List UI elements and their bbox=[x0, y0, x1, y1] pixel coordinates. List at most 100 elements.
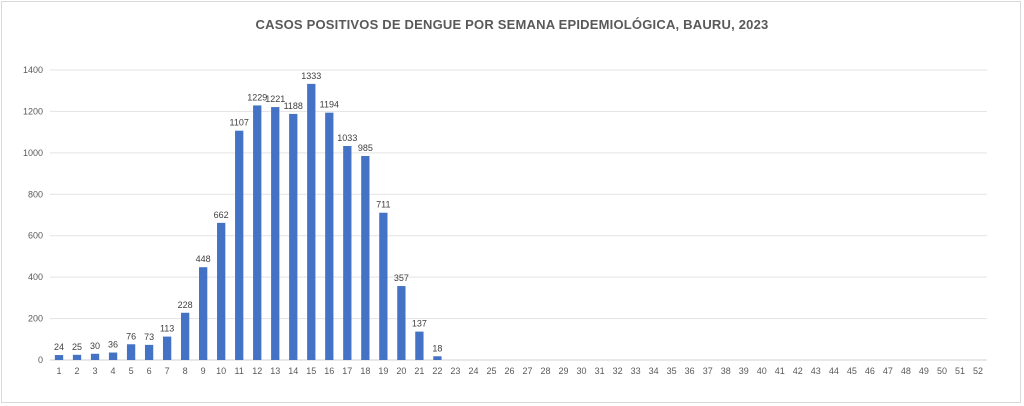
x-tick-label: 45 bbox=[847, 366, 857, 376]
data-label: 228 bbox=[178, 300, 193, 310]
y-tick-label: 800 bbox=[28, 189, 43, 199]
x-tick-label: 20 bbox=[396, 366, 406, 376]
x-tick-label: 18 bbox=[360, 366, 370, 376]
y-tick-label: 1400 bbox=[23, 65, 43, 75]
x-tick-label: 52 bbox=[973, 366, 983, 376]
x-tick-label: 14 bbox=[288, 366, 298, 376]
data-label: 1188 bbox=[284, 101, 303, 111]
data-label: 137 bbox=[412, 319, 427, 329]
data-label: 357 bbox=[394, 273, 409, 283]
x-tick-label: 6 bbox=[147, 366, 152, 376]
bar bbox=[379, 212, 388, 360]
bar bbox=[235, 130, 244, 360]
x-tick-label: 2 bbox=[75, 366, 80, 376]
x-tick-label: 19 bbox=[378, 366, 388, 376]
x-tick-label: 44 bbox=[829, 366, 839, 376]
x-tick-label: 40 bbox=[757, 366, 767, 376]
x-tick-label: 30 bbox=[577, 366, 587, 376]
y-tick-label: 600 bbox=[28, 231, 43, 241]
bar bbox=[361, 155, 370, 360]
x-tick-label: 49 bbox=[919, 366, 929, 376]
x-tick-label: 5 bbox=[129, 366, 134, 376]
x-tick-label: 12 bbox=[252, 366, 262, 376]
x-tick-label: 13 bbox=[270, 366, 280, 376]
data-label: 18 bbox=[432, 343, 442, 353]
bar bbox=[108, 352, 118, 360]
bar bbox=[217, 222, 226, 360]
data-label: 24 bbox=[54, 342, 64, 352]
x-tick-label: 35 bbox=[667, 366, 677, 376]
x-tick-label: 7 bbox=[165, 366, 170, 376]
bar bbox=[433, 356, 442, 360]
bar bbox=[397, 286, 406, 360]
x-tick-label: 26 bbox=[504, 366, 514, 376]
x-tick-label: 37 bbox=[703, 366, 713, 376]
y-tick-label: 200 bbox=[28, 314, 43, 324]
x-tick-label: 34 bbox=[649, 366, 659, 376]
bar bbox=[307, 83, 316, 360]
data-label: 1229 bbox=[247, 92, 267, 102]
bar bbox=[199, 267, 208, 360]
x-tick-label: 15 bbox=[306, 366, 316, 376]
data-label: 1221 bbox=[265, 94, 285, 104]
data-label: 1194 bbox=[320, 100, 339, 110]
x-tick-label: 27 bbox=[523, 366, 533, 376]
x-tick-label: 11 bbox=[235, 366, 244, 376]
y-tick-label: 0 bbox=[38, 355, 43, 365]
bar bbox=[343, 146, 352, 360]
x-tick-label: 46 bbox=[865, 366, 875, 376]
data-label: 1333 bbox=[301, 71, 321, 81]
data-label: 113 bbox=[160, 324, 174, 334]
gridlines bbox=[50, 69, 987, 361]
bar bbox=[162, 336, 172, 360]
x-tick-label: 9 bbox=[201, 366, 206, 376]
x-tick-label: 1 bbox=[57, 366, 62, 376]
bar bbox=[90, 353, 100, 360]
data-label: 985 bbox=[358, 143, 373, 153]
x-tick-label: 47 bbox=[883, 366, 893, 376]
x-tick-label: 17 bbox=[342, 366, 352, 376]
x-tick-label: 28 bbox=[541, 366, 551, 376]
bar bbox=[289, 113, 298, 361]
bar bbox=[253, 105, 262, 361]
x-tick-label: 29 bbox=[559, 366, 569, 376]
data-label: 1107 bbox=[230, 118, 249, 128]
x-tick-label: 42 bbox=[793, 366, 803, 376]
bar bbox=[126, 344, 136, 360]
x-tick-label: 4 bbox=[111, 366, 116, 376]
x-tick-label: 41 bbox=[775, 366, 785, 376]
data-label: 662 bbox=[214, 210, 229, 220]
bar bbox=[144, 344, 154, 360]
data-label: 30 bbox=[90, 341, 100, 351]
x-tick-label: 43 bbox=[811, 366, 821, 376]
bar bbox=[325, 112, 334, 361]
x-tick-label: 10 bbox=[216, 366, 226, 376]
y-axis-ticks: 0 200 400 600 800 1000 1200 1400 bbox=[23, 65, 43, 365]
bar bbox=[72, 354, 82, 360]
data-label: 25 bbox=[72, 342, 82, 352]
y-tick-label: 1000 bbox=[23, 148, 43, 158]
data-label: 1033 bbox=[337, 133, 357, 143]
data-label: 73 bbox=[144, 332, 154, 342]
x-tick-label: 36 bbox=[685, 366, 695, 376]
x-tick-label: 22 bbox=[432, 366, 442, 376]
chart-title: CASOS POSITIVOS DE DENGUE POR SEMANA EPI… bbox=[255, 17, 769, 32]
x-tick-label: 48 bbox=[901, 366, 911, 376]
x-tick-label: 31 bbox=[595, 366, 605, 376]
x-tick-label: 32 bbox=[613, 366, 623, 376]
x-tick-label: 8 bbox=[183, 366, 188, 376]
x-tick-label: 21 bbox=[414, 366, 424, 376]
x-tick-label: 25 bbox=[486, 366, 496, 376]
data-label: 448 bbox=[196, 254, 211, 264]
x-axis-ticks: 1 2 3 4 5 6 7 8 9 10 11 12 13 14 15 16 17 18 19 20 21 22 23 24 2… bbox=[57, 366, 983, 376]
x-tick-label: 39 bbox=[739, 366, 749, 376]
bar bbox=[415, 331, 424, 360]
data-labels: 24 25 30 36 76 73 113 228 448 662 1107 122912211188… bbox=[54, 71, 442, 353]
x-tick-label: 33 bbox=[631, 366, 641, 376]
bar bbox=[54, 355, 64, 360]
x-tick-label: 50 bbox=[937, 366, 947, 376]
x-tick-label: 38 bbox=[721, 366, 731, 376]
x-tick-label: 16 bbox=[324, 366, 334, 376]
x-tick-label: 51 bbox=[955, 366, 965, 376]
